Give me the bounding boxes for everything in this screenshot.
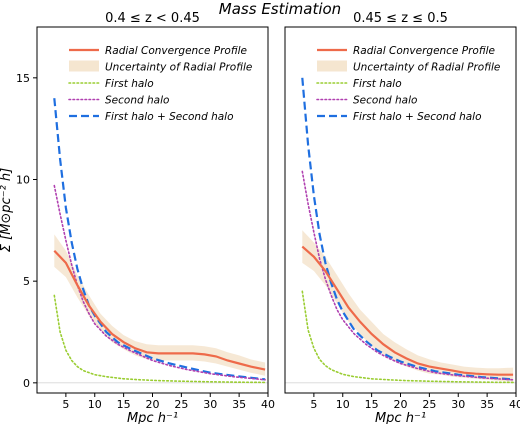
y-tick-label: 5 — [23, 275, 30, 288]
series-line-radial-convergence-profile — [53, 249, 266, 371]
x-tick-label: 30 — [203, 398, 217, 411]
legend-label: First halo — [353, 78, 402, 90]
legend-label: Uncertainty of Radial Profile — [353, 62, 500, 74]
x-tick-label: 10 — [88, 398, 102, 411]
x-tick-label: 15 — [365, 398, 379, 411]
legend-label: First halo + Second halo — [105, 111, 234, 123]
series-line-first-halo — [301, 290, 514, 384]
x-axis-title: Mpc h⁻¹ — [375, 411, 426, 424]
y-tick-label: 10 — [16, 174, 30, 187]
legend-label: Radial Convergence Profile — [353, 45, 495, 57]
y-tick-label: 0 — [23, 377, 30, 390]
legend-label: Radial Convergence Profile — [105, 45, 247, 57]
x-tick-label: 20 — [146, 398, 160, 411]
x-axis-title: Mpc h⁻¹ — [127, 411, 178, 424]
x-tick-label: 30 — [451, 398, 465, 411]
x-tick-label: 5 — [310, 398, 317, 411]
series-line-first-halo-second-halo — [53, 98, 266, 381]
series-line-first-halo-second-halo — [301, 77, 514, 381]
series-line-second-halo — [53, 184, 266, 381]
x-tick-label: 40 — [261, 398, 275, 411]
x-tick-label: 5 — [62, 398, 69, 411]
legend-swatch-band — [69, 60, 99, 72]
x-tick-label: 25 — [174, 398, 188, 411]
series-line-radial-convergence-profile — [301, 245, 514, 376]
x-tick-label: 15 — [117, 398, 131, 411]
x-tick-label: 25 — [422, 398, 436, 411]
panel-2: 0.45 ≤ z ≤ 0.5 5 10 15 20 25 30 35 40 Mpc h⁻¹ Radi… — [284, 11, 520, 424]
y-tick-label: 15 — [16, 72, 30, 85]
y-axis-title: Σ [M⊙pc⁻² h] — [0, 168, 14, 252]
x-tick-label: 35 — [480, 398, 494, 411]
legend-label: First halo — [105, 78, 154, 90]
panel-title: 0.4 ≤ z < 0.45 — [105, 11, 200, 26]
x-tick-label: 20 — [394, 398, 408, 411]
legend-swatch-band — [317, 60, 347, 72]
legend-label: First halo + Second halo — [353, 111, 482, 123]
legend: Radial Convergence Profile Uncertainty of… — [68, 45, 252, 123]
legend-label: Uncertainty of Radial Profile — [105, 62, 252, 74]
x-tick-label: 35 — [232, 398, 246, 411]
legend-label: Second halo — [105, 95, 169, 107]
figure-title: Mass Estimation — [219, 0, 341, 18]
series-line-first-halo — [53, 294, 266, 384]
uncertainty-band — [54, 234, 266, 376]
uncertainty-band — [302, 230, 514, 382]
legend: Radial Convergence Profile Uncertainty of… — [316, 45, 500, 123]
x-tick-label: 40 — [509, 398, 520, 411]
legend-label: Second halo — [353, 95, 417, 107]
panel-title: 0.45 ≤ z ≤ 0.5 — [353, 11, 448, 26]
series-line-second-halo — [301, 170, 514, 381]
x-tick-label: 10 — [336, 398, 350, 411]
